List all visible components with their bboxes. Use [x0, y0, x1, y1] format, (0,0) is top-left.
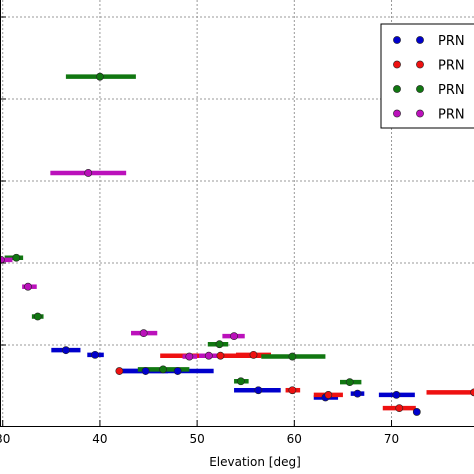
data-point [288, 352, 297, 361]
x-tick-label: 40 [92, 432, 107, 446]
legend-label: PRN [438, 108, 465, 123]
legend-marker [416, 109, 424, 118]
data-point [353, 389, 362, 398]
data-point [33, 312, 42, 321]
data-point [470, 388, 474, 397]
legend-marker [416, 60, 424, 69]
data-point [84, 169, 93, 177]
data-point [159, 365, 167, 374]
legend-label: PRN [438, 59, 465, 74]
data-point [215, 340, 224, 349]
data-point [324, 391, 333, 399]
x-ticks: 30 40 50 60 70 [0, 420, 399, 446]
data-point [139, 329, 148, 338]
data-point [173, 367, 182, 375]
legend-marker [416, 36, 424, 44]
legend-marker [393, 36, 401, 44]
data-point [62, 346, 70, 355]
x-tick-label: 50 [189, 432, 204, 446]
data-point [254, 386, 263, 395]
data-point [288, 386, 297, 395]
x-tick-label: 70 [384, 432, 399, 446]
data-points [0, 72, 474, 416]
x-tick-label: 60 [287, 432, 302, 446]
data-point [236, 377, 245, 386]
data-point [96, 72, 104, 81]
x-axis-label: Elevation [deg] [209, 455, 301, 469]
data-point [392, 391, 401, 399]
legend-marker [393, 60, 401, 69]
x-tick-label: 30 [0, 432, 10, 446]
legend: PRN PRN PRN PRN [380, 23, 474, 129]
data-point [230, 332, 238, 341]
data-point [24, 282, 32, 291]
data-point [115, 367, 124, 375]
data-point [395, 404, 404, 413]
legend-marker [416, 85, 424, 93]
data-point [412, 408, 421, 416]
legend-marker [393, 109, 401, 118]
legend-label: PRN [438, 34, 465, 49]
data-point [12, 253, 21, 262]
data-point [216, 351, 225, 360]
grid [0, 0, 474, 426]
legend-marker [393, 85, 401, 93]
data-point [204, 351, 213, 360]
data-point [91, 350, 99, 359]
legend-label: PRN [438, 83, 465, 98]
data-point [345, 378, 354, 387]
data-point [185, 352, 194, 361]
data-point [249, 350, 258, 359]
axes-frame [0, 0, 474, 427]
data-point [141, 367, 150, 375]
